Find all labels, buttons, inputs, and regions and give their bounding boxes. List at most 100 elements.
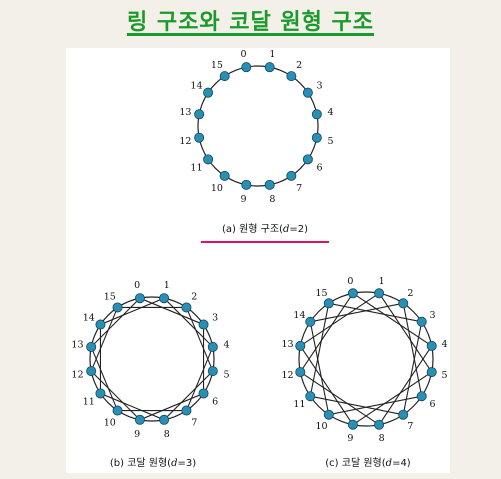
chord-edge [90,307,119,372]
node-label: 2 [191,291,197,302]
ring-edge [197,65,319,187]
ring-edge [298,291,434,427]
node [86,366,97,377]
chord-edge [185,346,214,411]
chord-edge [299,292,380,347]
node-label: 15 [316,288,328,299]
node [347,288,358,299]
node [398,409,409,420]
node [194,132,205,143]
node [112,302,123,313]
node [426,367,437,378]
chord-edge [139,392,204,421]
node-label: 2 [296,60,302,71]
chord-edge [163,370,214,421]
node-label: 9 [241,194,247,205]
node-label: 10 [211,183,223,194]
node [181,405,192,416]
node-label: 8 [379,433,385,444]
node-label: 0 [347,276,353,287]
chord-edge [163,297,214,348]
node [295,367,306,378]
node-label: 12 [71,369,83,380]
slide-title: 링 구조와 코달 원형 구조 [126,10,375,35]
node-label: 14 [83,312,95,323]
node-label: 7 [407,421,413,432]
chord-edge [310,302,404,323]
chord-edge [90,346,119,411]
node [241,62,252,73]
node [194,109,205,120]
node-label: 0 [134,280,140,291]
node [203,154,214,165]
node [198,319,209,330]
chord-edge [185,307,214,372]
node-label: 7 [296,183,302,194]
node-label: 5 [441,370,447,381]
node-label: 5 [224,369,230,380]
node-label: 11 [83,397,95,408]
node [286,71,297,82]
chord-edge [139,297,204,326]
node-label: 15 [211,60,223,71]
ring-edge [89,296,215,422]
node-label: 6 [317,163,323,174]
node [219,170,230,181]
node [219,71,230,82]
node [95,319,106,330]
node [416,391,427,402]
node-label: 14 [190,80,202,91]
node-label: 6 [212,397,218,408]
caption-a: (a) 원형 구조(d=2) [222,223,308,235]
node-label: 10 [104,418,116,429]
node [311,132,322,143]
node-label: 4 [328,107,334,118]
chord-edge [90,370,141,421]
node [374,288,385,299]
node [311,109,322,120]
node-label: 5 [328,136,334,147]
node-label: 4 [441,339,447,350]
node [181,302,192,313]
node [302,87,313,98]
chord-edge [100,297,165,326]
node-label: 13 [71,340,83,351]
node-label: 2 [407,288,413,299]
node [323,298,334,309]
node [134,414,145,425]
node [207,366,218,377]
node [134,293,145,304]
node [295,340,306,351]
chord-edge [90,297,141,348]
node [198,388,209,399]
node [398,298,409,309]
node-label: 8 [269,194,275,205]
node-label: 15 [104,291,116,302]
node [416,316,427,327]
node [264,179,275,190]
node-label: 0 [241,49,247,60]
node-label: 9 [134,429,140,440]
node-label: 4 [224,340,230,351]
caption-c: (c) 코달 원형(d=4) [325,457,411,469]
node [264,62,275,73]
node [159,293,170,304]
node [86,341,97,352]
node [347,419,358,430]
node-label: 11 [293,399,305,410]
node-label: 8 [164,429,170,440]
node-label: 10 [316,421,328,432]
node [95,388,106,399]
node-label: 11 [190,163,202,174]
node-label: 13 [179,107,191,118]
node-label: 1 [379,276,385,287]
node [323,409,334,420]
node-label: 12 [281,370,293,381]
node-label: 1 [164,280,170,291]
node [159,414,170,425]
node [305,391,316,402]
